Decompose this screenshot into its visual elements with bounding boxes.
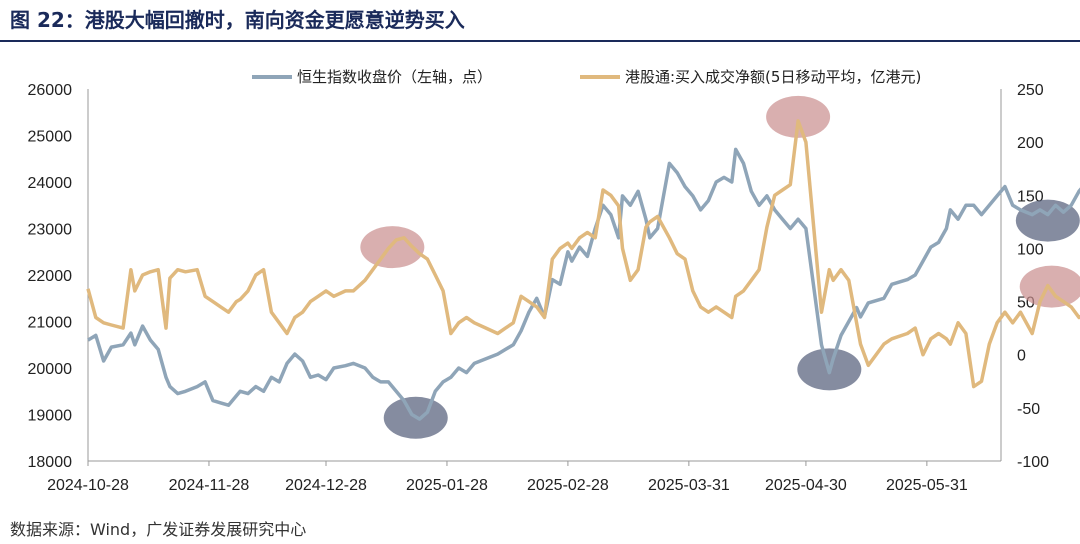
x-tick-label: 2025-01-28 [406, 477, 488, 494]
x-tick-label: 2024-12-28 [285, 477, 367, 494]
title-rule [0, 40, 1080, 42]
left-tick-label: 18000 [28, 454, 73, 471]
highlight-markers [360, 95, 1080, 439]
series-line-hsi [87, 147, 1080, 421]
series-lines [86, 119, 1080, 421]
right-tick-label: 200 [1017, 135, 1044, 152]
x-tick-label: 2024-11-28 [169, 477, 250, 494]
right-tick-label: -100 [1017, 454, 1049, 471]
x-tick-label: 2024-10-28 [47, 477, 129, 494]
left-tick-label: 21000 [28, 315, 73, 332]
x-tick-label: 2025-04-30 [765, 477, 847, 494]
combo-line-chart: 18000 19000 20000 21000 22000 23000 24000 25000… [28, 68, 1080, 494]
left-tick-label: 25000 [28, 129, 73, 146]
highlight-marker-red [766, 95, 831, 138]
chart-legend: 恒生指数收盘价（左轴，点） 港股通:买入成交净额(5日移动平均，亿港元) [252, 68, 921, 86]
chart-axes: 18000 19000 20000 21000 22000 23000 24000 25000… [28, 82, 1050, 494]
legend-label-southbound: 港股通:买入成交净额(5日移动平均，亿港元) [625, 68, 921, 86]
highlight-marker-red [360, 226, 425, 269]
left-tick-label: 20000 [28, 361, 73, 378]
left-tick-label: 26000 [28, 82, 73, 99]
left-tick-label: 24000 [28, 175, 73, 192]
x-tick-label: 2025-05-31 [886, 477, 968, 494]
x-tick-label: 2025-02-28 [527, 477, 609, 494]
x-tick-label: 2025-03-31 [648, 477, 730, 494]
right-tick-label: 250 [1017, 82, 1044, 99]
left-tick-label: 19000 [28, 408, 73, 425]
series-line-southbound [86, 119, 1080, 389]
right-tick-label: 0 [1017, 348, 1026, 365]
source-note: 数据来源：Wind，广发证券发展研究中心 [10, 520, 307, 539]
left-tick-label: 22000 [28, 268, 73, 285]
left-tick-label: 23000 [28, 222, 73, 239]
right-tick-label: -50 [1017, 401, 1040, 418]
right-tick-label: 100 [1017, 241, 1044, 258]
legend-label-hsi: 恒生指数收盘价（左轴，点） [297, 68, 492, 86]
figure-title: 图 22：港股大幅回撤时，南向资金更愿意逆势买入 [10, 8, 465, 32]
